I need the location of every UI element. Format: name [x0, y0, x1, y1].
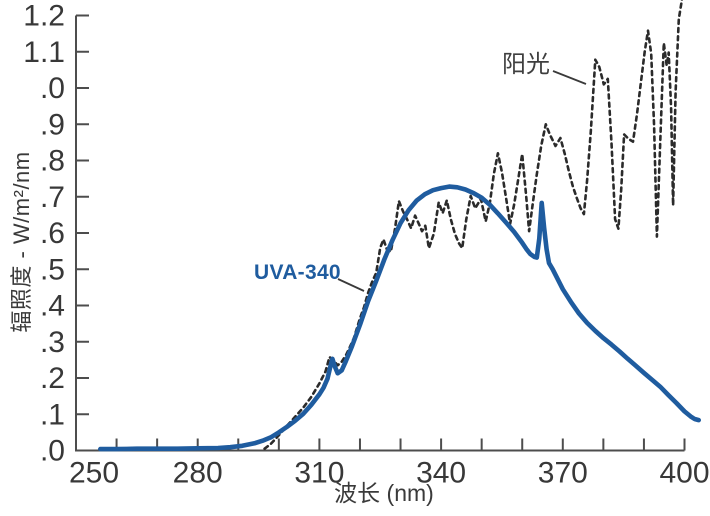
y-tick-label: .6: [40, 217, 65, 250]
y-tick-label: .8: [40, 145, 65, 178]
y-tick-label: .0: [40, 435, 65, 468]
x-tick-label: 250: [69, 457, 119, 490]
y-axis-title: 辐照度 - W/m²/nm: [9, 151, 34, 333]
x-axis-title: 波长 (nm): [334, 480, 434, 506]
x-tick-label: 280: [173, 457, 223, 490]
y-tick-label: .3: [40, 326, 65, 359]
x-tick-label: 310: [294, 457, 344, 490]
y-tick-label: .9: [40, 108, 65, 141]
y-tick-label: .0: [40, 72, 65, 105]
uva340-series-label: UVA-340: [254, 261, 341, 284]
y-tick-label: 1.1: [23, 36, 65, 69]
y-tick-label: .1: [40, 398, 65, 431]
y-tick-label: .2: [40, 362, 65, 395]
y-tick-label: .4: [40, 290, 65, 323]
sunlight-series-label: 阳光: [502, 51, 550, 78]
x-tick-label: 340: [416, 457, 466, 490]
sun-callout-line: [552, 70, 587, 85]
uva340-curve: [98, 184, 702, 452]
x-tick-label: 370: [538, 457, 588, 490]
y-tick-label: .7: [40, 181, 65, 214]
y-tick-label: .5: [40, 253, 65, 286]
y-tick-label: 1.2: [23, 0, 65, 33]
uva-callout-line: [337, 278, 365, 292]
x-tick-label: 400: [659, 457, 709, 490]
